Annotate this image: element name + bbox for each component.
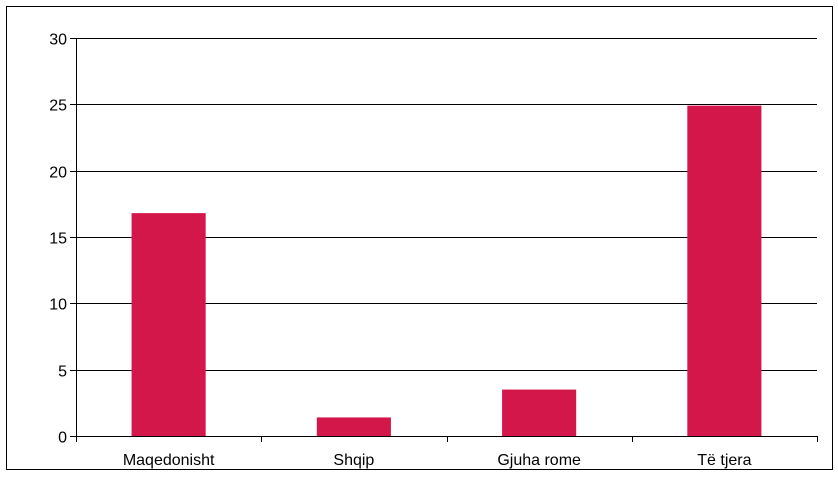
y-tick-label: 10 (49, 297, 67, 314)
y-tick-label: 20 (49, 165, 67, 182)
bars (131, 105, 762, 436)
bar-të-tjera (687, 105, 762, 436)
y-tick-label: 0 (58, 430, 67, 447)
bar-gjuha-rome (502, 389, 577, 436)
x-tick-label: Të tjera (697, 452, 751, 469)
x-tick-label: Gjuha rome (497, 452, 581, 469)
x-tick-label: Maqedonisht (123, 452, 215, 469)
bar-maqedonisht (131, 213, 206, 436)
axes (70, 38, 818, 442)
x-tick-label: Shqip (333, 452, 374, 469)
y-tick-label: 5 (58, 364, 67, 381)
y-tick-label: 15 (49, 231, 67, 248)
tick-labels: 0 5 10 15 20 25 30 Maqedonisht Shqip Gjuha rome Të… (49, 32, 751, 470)
bar-shqip (316, 417, 391, 436)
y-tick-label: 25 (49, 98, 67, 115)
y-tick-label: 30 (49, 32, 67, 49)
